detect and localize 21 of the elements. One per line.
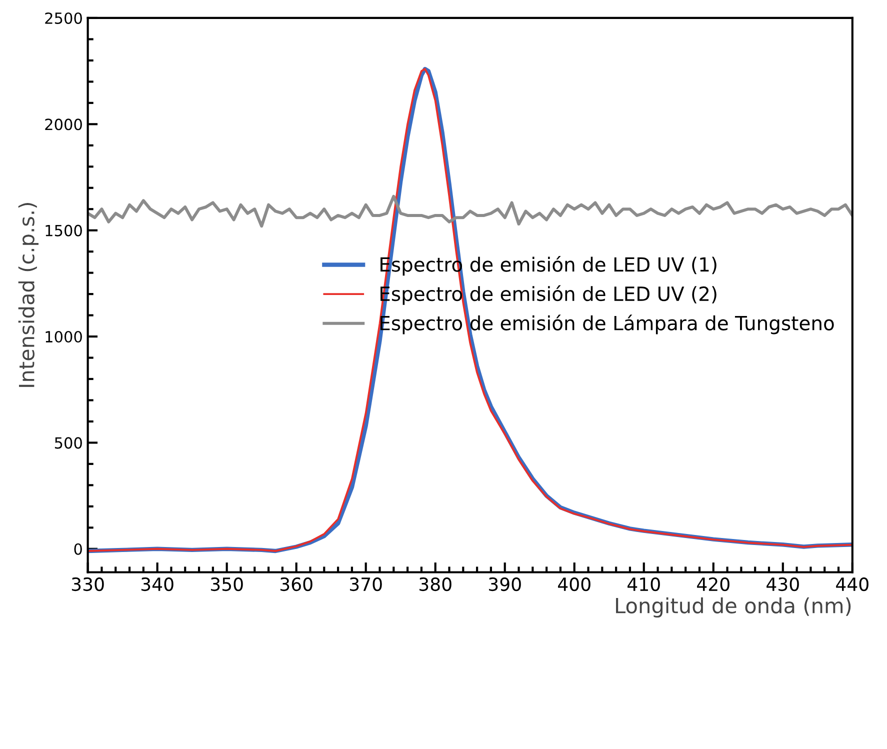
y-axis-title: Intensidad (c.p.s.) [18, 203, 39, 387]
x-tick-label: 330 [72, 577, 104, 592]
x-tick-label: 360 [280, 577, 312, 592]
x-tick-label: 380 [420, 577, 452, 592]
y-tick-label: 1500 [46, 224, 82, 236]
y-tick-label: 1000 [46, 330, 82, 343]
y-tick-label: 0 [74, 543, 82, 555]
x-tick-label: 350 [210, 577, 243, 592]
x-tick-label: 370 [350, 577, 382, 592]
x-tick-label: 440 [836, 577, 868, 592]
x-tick-label: 420 [697, 577, 730, 592]
x-tick-label: 390 [489, 577, 521, 592]
x-tick-label: 430 [766, 577, 799, 592]
x-tick-label: 410 [628, 577, 660, 592]
y-tick-label: 2000 [45, 118, 82, 130]
x-tick-label: 340 [141, 577, 174, 592]
y-tick-label: 2500 [45, 12, 82, 24]
line-series [88, 194, 852, 228]
y-tick-label: 500 [54, 437, 82, 449]
x-axis-title: Longitud de onda (nm) [616, 597, 851, 618]
x-tick-label: 400 [558, 577, 590, 592]
